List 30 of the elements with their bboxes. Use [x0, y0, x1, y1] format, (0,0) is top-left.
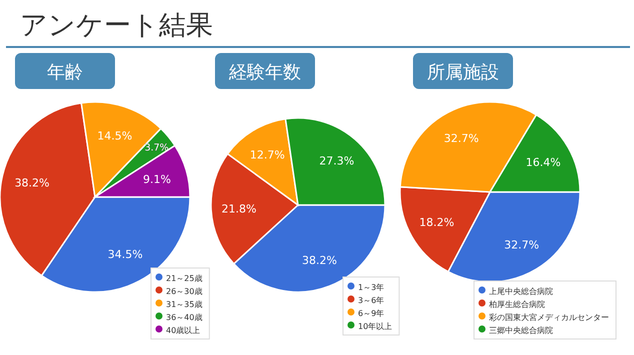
data-label: 38.2% [14, 176, 50, 190]
legend-label: 40歳以上 [166, 326, 200, 335]
data-label: 12.7% [250, 148, 285, 162]
legend-label: 上尾中央総合病院 [489, 287, 553, 296]
legend-label: 3～6年 [358, 296, 384, 305]
legend-label: 柏厚生総合病院 [488, 300, 545, 309]
chart-title: 経験年数 [228, 62, 301, 83]
data-label: 38.2% [302, 254, 337, 268]
data-label: 34.5% [108, 248, 143, 262]
legend-label: 31～35歳 [166, 300, 202, 309]
data-label: 3.7% [144, 142, 169, 154]
legend-label: 三郷中央総合病院 [489, 326, 553, 335]
data-label: 21.8% [221, 202, 256, 216]
data-label: 14.5% [97, 130, 132, 142]
legend-label: 6～9年 [358, 309, 384, 318]
chart-title: 年齢 [47, 62, 83, 83]
chart-title: 所属施設 [427, 62, 499, 83]
legend-label: 26～30歳 [166, 287, 202, 296]
legend-label: 彩の国東大宮メディカルセンター [489, 313, 609, 322]
data-label: 18.2% [419, 216, 454, 230]
legend-label: 10年以上 [358, 322, 392, 331]
legend-label: 36～40歳 [166, 313, 202, 322]
legend-label: 1～3年 [358, 283, 384, 292]
data-label: 32.7% [444, 132, 479, 145]
data-label: 27.3% [319, 154, 354, 168]
data-label: 16.4% [526, 156, 561, 169]
data-label: 9.1% [143, 172, 171, 186]
data-label: 32.7% [504, 238, 540, 252]
legend-label: 21～25歳 [166, 274, 202, 283]
text: アンケート結果 [20, 10, 213, 41]
